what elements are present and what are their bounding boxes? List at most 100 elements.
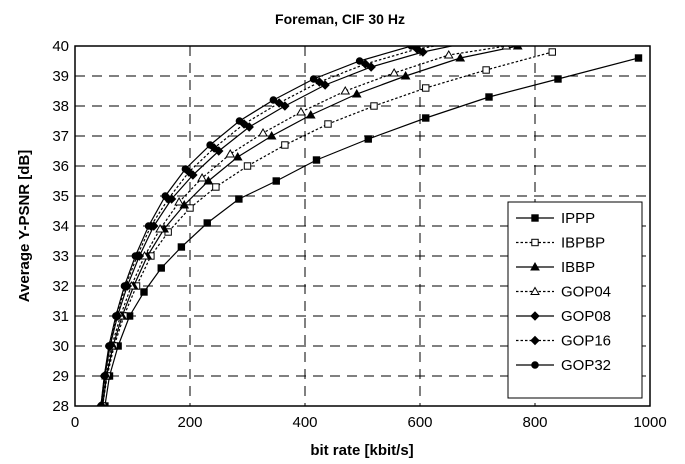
data-point — [281, 141, 289, 149]
y-tick-label: 30 — [52, 338, 69, 355]
legend-marker — [530, 311, 540, 321]
data-point — [157, 264, 165, 272]
legend-marker — [530, 286, 540, 295]
data-point — [266, 130, 277, 140]
data-point — [232, 151, 243, 161]
data-point — [97, 402, 105, 406]
legend-marker — [531, 238, 539, 247]
chart-title: Foreman, CIF 30 Hz — [275, 11, 405, 27]
series-ibpbp — [98, 48, 556, 406]
data-point — [269, 96, 278, 104]
data-point — [131, 252, 140, 260]
series-line — [102, 51, 553, 406]
data-point — [422, 84, 430, 92]
y-tick-label: 36 — [52, 158, 69, 175]
data-point — [485, 93, 493, 101]
data-point — [203, 175, 214, 185]
y-axis-label: Average Y-PSNR [dB] — [16, 150, 33, 303]
data-point — [112, 312, 120, 320]
y-tick-label: 31 — [52, 308, 69, 325]
x-tick-label: 1000 — [633, 414, 666, 431]
data-point — [364, 135, 372, 143]
data-point — [144, 222, 153, 230]
data-point — [476, 36, 484, 44]
y-tick-label: 32 — [52, 278, 69, 295]
data-point — [272, 177, 280, 185]
data-point — [400, 70, 411, 80]
data-point — [177, 243, 186, 251]
y-tick-label: 33 — [52, 248, 69, 265]
legend-label: IBPBP — [561, 235, 605, 252]
legend-item: GOP32 — [516, 357, 611, 374]
legend-label: GOP08 — [561, 308, 611, 325]
data-point — [212, 183, 220, 191]
plot-frame — [74, 45, 651, 407]
data-point — [309, 75, 318, 83]
data-point — [225, 148, 236, 158]
data-point — [243, 162, 252, 170]
series-line — [100, 46, 455, 406]
data-point — [468, 36, 476, 44]
data-point — [443, 49, 454, 59]
series-line — [100, 46, 439, 406]
y-tick-label: 38 — [52, 98, 69, 115]
data-point — [105, 342, 113, 350]
data-point — [324, 120, 332, 128]
data-point — [422, 114, 430, 122]
data-point — [181, 165, 190, 173]
data-point — [140, 288, 148, 296]
series-line — [104, 57, 639, 406]
data-point — [203, 219, 211, 227]
data-point — [296, 106, 306, 116]
y-tick-label: 37 — [52, 128, 69, 145]
data-point — [206, 141, 214, 149]
data-point — [258, 127, 268, 137]
legend-marker — [531, 214, 539, 222]
legend-item: IPPP — [516, 210, 595, 227]
data-point — [161, 192, 170, 200]
legend-label: IPPP — [561, 210, 595, 227]
x-tick-label: 200 — [177, 414, 202, 431]
legend: IPPP IBPBP IBBP GOP04 GOP08 GOP16 GOP32 — [507, 201, 643, 399]
series-gop32 — [97, 34, 470, 406]
data-point — [280, 101, 290, 111]
data-point — [355, 57, 364, 65]
data-point — [548, 48, 556, 56]
legend-label: IBBP — [561, 259, 595, 276]
legend-marker — [530, 261, 540, 271]
data-point — [463, 34, 470, 41]
data-point — [155, 223, 165, 233]
data-point — [634, 54, 643, 62]
x-tick-label: 400 — [292, 414, 317, 431]
tick-labels: 0 200 400 600 800 1000 28 29 30 31 32 33 34 35 36 37 38 3… — [52, 38, 666, 431]
data-point — [100, 372, 109, 380]
x-tick-label: 600 — [407, 414, 432, 431]
data-point — [320, 80, 330, 90]
y-tick-label: 28 — [52, 398, 69, 415]
y-tick-label: 39 — [52, 68, 69, 85]
data-point — [554, 75, 562, 83]
legend-item: IBPBP — [516, 235, 605, 252]
series-line — [102, 46, 518, 406]
series-line — [100, 46, 416, 406]
data-point — [235, 117, 244, 125]
legend-label: GOP32 — [561, 357, 611, 374]
legend-item: GOP04 — [516, 284, 611, 301]
legend-label: GOP04 — [561, 284, 611, 301]
data-point — [370, 102, 378, 110]
data-point — [455, 52, 466, 62]
y-tick-label: 40 — [52, 38, 69, 55]
data-point — [120, 282, 129, 290]
x-tick-label: 800 — [522, 414, 547, 431]
data-point — [235, 195, 243, 203]
legend-item: IBBP — [516, 259, 595, 276]
legend-item: GOP16 — [516, 333, 611, 350]
data-point — [418, 47, 428, 57]
data-point — [389, 67, 399, 77]
series-gop08 — [96, 36, 484, 406]
data-point — [366, 62, 376, 72]
data-point — [340, 85, 351, 95]
legend-marker — [530, 335, 540, 346]
y-tick-label: 35 — [52, 188, 69, 205]
